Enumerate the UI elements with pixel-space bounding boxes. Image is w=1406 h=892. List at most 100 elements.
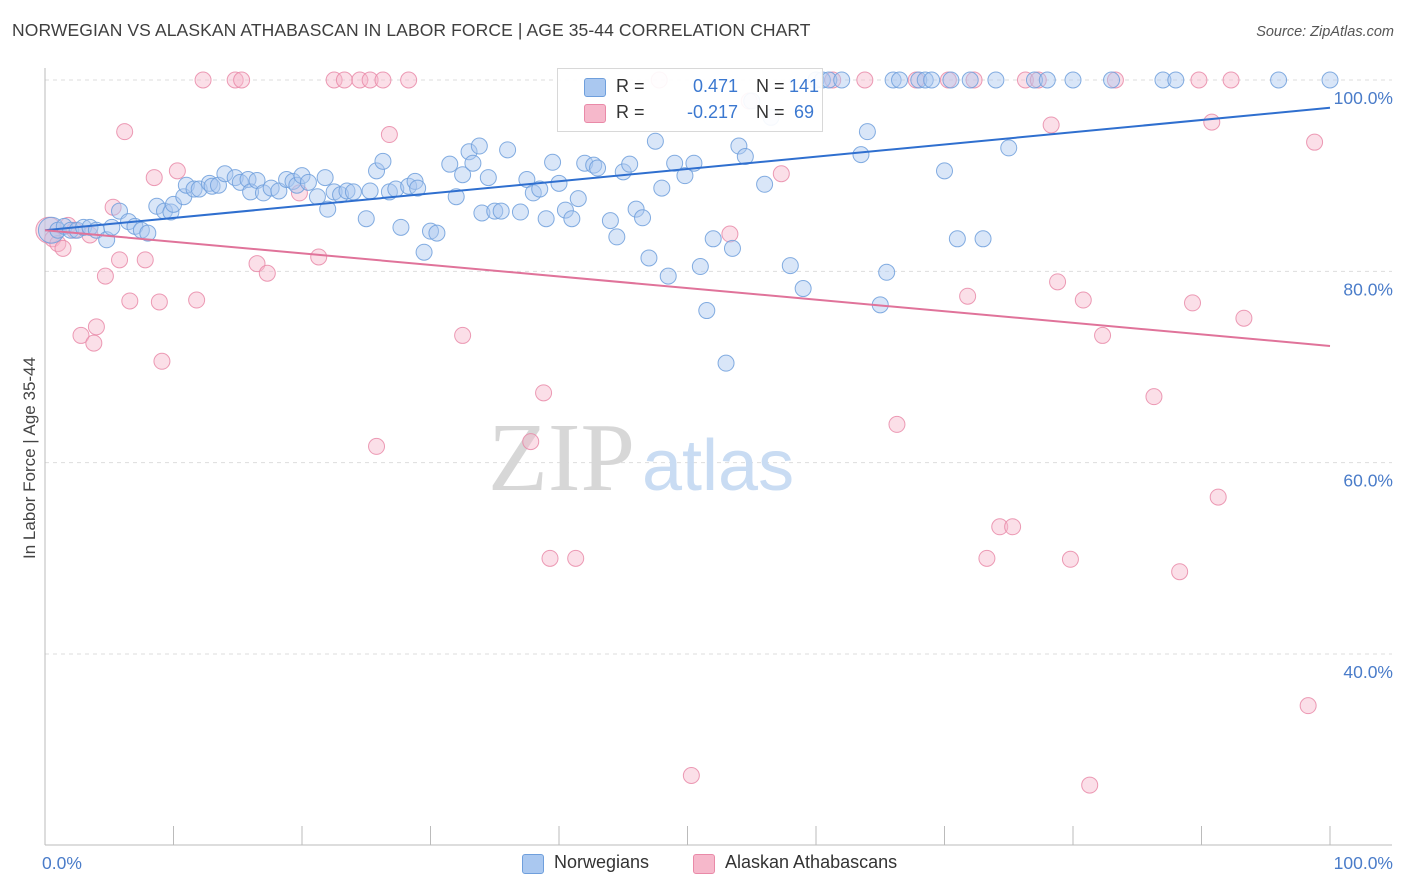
athabascans-point [1145, 388, 1163, 406]
athabascans-swatch [584, 104, 606, 123]
athabascans-point [188, 291, 206, 309]
norwegians-point [1167, 71, 1185, 89]
x-tick-label: 0.0% [42, 853, 82, 873]
norwegians-point [858, 123, 876, 141]
norwegians-point [361, 182, 379, 200]
norwegians-point [203, 177, 221, 195]
athabascans-point [1190, 71, 1208, 89]
norwegians-point [422, 222, 439, 240]
y-tick-label: 60.0% [1343, 471, 1393, 491]
norwegians-point [910, 71, 928, 89]
norwegians-point [1270, 71, 1288, 89]
norwegians-point [923, 71, 941, 89]
norwegians-trendline [44, 106, 1331, 232]
norwegians-point [1038, 71, 1056, 89]
norwegians-point [1025, 71, 1043, 89]
norwegians-point [666, 154, 684, 172]
athabascans-point [721, 225, 739, 243]
athabascans-point [233, 71, 251, 89]
norwegians-point [627, 200, 645, 218]
athabascans-point [87, 318, 105, 336]
athabascans-point [1235, 309, 1253, 327]
athabascans-point [116, 123, 134, 141]
athabascans-point [153, 352, 171, 370]
norwegians-point [338, 182, 356, 200]
athabascans-trendline [44, 229, 1331, 347]
athabascans-point [454, 326, 472, 344]
norwegians-point [974, 230, 992, 248]
norwegians-point [374, 152, 392, 170]
athabascans-point [121, 292, 139, 310]
norwegians-point [531, 180, 549, 198]
watermark: ZIP atlas [488, 404, 794, 512]
norwegians-point [185, 180, 203, 198]
norwegians-point [392, 218, 410, 236]
athabascans-point [772, 165, 790, 183]
norwegians-point [852, 146, 870, 164]
athabascans-point [1049, 273, 1067, 291]
athabascans-point [194, 71, 212, 89]
norwegians-point [936, 162, 953, 180]
watermark-atlas: atlas [642, 426, 794, 506]
norwegians-point [1103, 71, 1121, 89]
athabascans-point [535, 384, 553, 402]
athabascans-point [682, 766, 700, 784]
norwegians-point [1000, 139, 1018, 157]
norwegians-point [781, 257, 799, 275]
athabascans-point [522, 433, 540, 451]
norwegians-point [1154, 71, 1172, 89]
norwegians-point [216, 165, 234, 183]
norwegians-point [428, 224, 446, 242]
athabascans-point [258, 264, 276, 282]
norwegians-point [698, 302, 716, 320]
norwegians-point [239, 170, 257, 188]
norwegians-point [550, 174, 568, 192]
athabascans-point [374, 71, 392, 89]
r-key: R = [616, 76, 645, 96]
athabascans-point [1042, 116, 1060, 134]
athabascans-point [1004, 518, 1022, 536]
athabascans-point [1203, 113, 1221, 131]
athabascans-point [1299, 697, 1317, 715]
norwegians-point [884, 71, 902, 89]
athabascans-point [1306, 133, 1324, 151]
watermark-zip: ZIP [488, 404, 635, 512]
norwegians-point [409, 179, 427, 197]
norwegians-point [486, 202, 504, 220]
norwegians-point [537, 210, 555, 228]
tick-labels: 40.0% 60.0% 80.0% 100.0% 0.0% 100.0% [42, 88, 1393, 873]
athabascans-point [856, 71, 874, 89]
norwegians-point [177, 176, 195, 194]
athabascans-point [136, 251, 154, 269]
norwegians-point [479, 169, 497, 187]
athabascans-point [361, 71, 379, 89]
norwegians-point [464, 154, 482, 172]
norwegians-point [646, 132, 664, 150]
norwegians-point [139, 224, 157, 242]
norwegians-point [190, 180, 208, 198]
athabascans-point [168, 162, 186, 180]
norwegians-point [589, 159, 607, 177]
athabascans-point [400, 71, 418, 89]
athabascans-swatch [693, 854, 715, 874]
norwegians-point [563, 210, 581, 228]
norwegians-point [1321, 71, 1339, 89]
athabascans-point [150, 293, 168, 311]
athabascans-point [310, 248, 328, 266]
norwegians-point [1064, 71, 1082, 89]
athabascans-point [368, 437, 386, 455]
norwegians-point [704, 230, 722, 248]
athabascans-point [1081, 776, 1099, 794]
athabascans-point [72, 326, 90, 344]
n-key: N = [756, 76, 785, 96]
norwegians-point [730, 137, 748, 155]
athabascans-point [145, 169, 163, 187]
norwegians-point [454, 166, 472, 184]
athabascans-point [335, 71, 353, 89]
n-value: 69 [793, 102, 815, 122]
norwegians-point [717, 354, 735, 372]
axes [44, 68, 1392, 846]
norwegians-point [723, 239, 741, 257]
athabascans-point [1222, 71, 1240, 89]
norwegians-point [621, 155, 639, 173]
